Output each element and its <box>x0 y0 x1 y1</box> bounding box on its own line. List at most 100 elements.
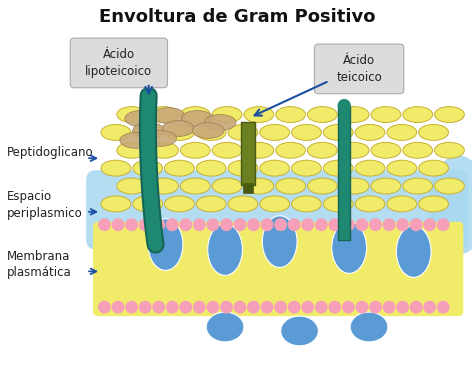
Circle shape <box>179 218 192 231</box>
Ellipse shape <box>196 160 226 176</box>
Bar <box>241 122 255 185</box>
Ellipse shape <box>339 142 369 158</box>
Ellipse shape <box>163 120 194 136</box>
Ellipse shape <box>419 125 448 140</box>
Text: Membrana
plasmática: Membrana plasmática <box>7 250 72 279</box>
Ellipse shape <box>181 107 210 122</box>
Ellipse shape <box>355 196 385 212</box>
Bar <box>338 106 350 240</box>
Circle shape <box>369 218 382 231</box>
Circle shape <box>152 301 165 314</box>
Text: Ácido
teicoico: Ácido teicoico <box>336 54 382 84</box>
Circle shape <box>288 218 301 231</box>
Ellipse shape <box>212 178 242 194</box>
Ellipse shape <box>276 142 306 158</box>
Circle shape <box>220 218 233 231</box>
Ellipse shape <box>355 125 385 140</box>
Circle shape <box>383 301 395 314</box>
Ellipse shape <box>403 142 433 158</box>
Circle shape <box>328 218 341 231</box>
Ellipse shape <box>260 196 290 212</box>
Ellipse shape <box>339 107 369 122</box>
Circle shape <box>193 218 206 231</box>
Circle shape <box>342 301 355 314</box>
Ellipse shape <box>323 196 353 212</box>
Circle shape <box>342 218 355 231</box>
Ellipse shape <box>244 107 273 122</box>
Ellipse shape <box>149 142 178 158</box>
Ellipse shape <box>332 222 366 273</box>
Circle shape <box>234 218 246 231</box>
Circle shape <box>166 301 179 314</box>
Text: Peptidoglicano: Peptidoglicano <box>7 146 93 159</box>
Bar <box>243 183 253 193</box>
Ellipse shape <box>101 160 131 176</box>
Circle shape <box>437 301 450 314</box>
Ellipse shape <box>206 312 244 342</box>
Circle shape <box>234 301 246 314</box>
Ellipse shape <box>403 178 433 194</box>
Ellipse shape <box>125 111 156 127</box>
Ellipse shape <box>387 125 417 140</box>
Ellipse shape <box>276 107 306 122</box>
Ellipse shape <box>435 142 465 158</box>
Ellipse shape <box>435 178 465 194</box>
Ellipse shape <box>292 160 321 176</box>
Circle shape <box>139 301 152 314</box>
Ellipse shape <box>196 125 226 140</box>
Ellipse shape <box>181 178 210 194</box>
Ellipse shape <box>212 142 242 158</box>
Ellipse shape <box>133 122 164 138</box>
Ellipse shape <box>244 178 273 194</box>
Ellipse shape <box>117 178 146 194</box>
Ellipse shape <box>262 216 297 268</box>
Circle shape <box>410 218 423 231</box>
Ellipse shape <box>148 219 183 271</box>
Circle shape <box>111 301 125 314</box>
Circle shape <box>437 218 450 231</box>
Ellipse shape <box>117 107 146 122</box>
Ellipse shape <box>276 178 306 194</box>
Circle shape <box>247 301 260 314</box>
FancyBboxPatch shape <box>86 170 468 250</box>
Circle shape <box>356 301 368 314</box>
Circle shape <box>383 218 395 231</box>
Circle shape <box>315 218 328 231</box>
Circle shape <box>301 218 314 231</box>
Ellipse shape <box>192 122 224 138</box>
Ellipse shape <box>164 196 194 212</box>
Ellipse shape <box>208 224 243 276</box>
Circle shape <box>166 218 179 231</box>
Ellipse shape <box>228 196 258 212</box>
Ellipse shape <box>133 160 163 176</box>
Ellipse shape <box>419 160 448 176</box>
Ellipse shape <box>149 107 178 122</box>
Circle shape <box>301 301 314 314</box>
Ellipse shape <box>133 196 163 212</box>
Ellipse shape <box>323 125 353 140</box>
Circle shape <box>125 218 138 231</box>
Ellipse shape <box>228 125 258 140</box>
Circle shape <box>410 301 423 314</box>
Ellipse shape <box>260 160 290 176</box>
Circle shape <box>111 218 125 231</box>
Circle shape <box>396 301 409 314</box>
Circle shape <box>274 301 287 314</box>
Circle shape <box>193 301 206 314</box>
Ellipse shape <box>101 125 131 140</box>
Ellipse shape <box>371 142 401 158</box>
Ellipse shape <box>350 312 388 342</box>
Circle shape <box>396 218 409 231</box>
Ellipse shape <box>228 160 258 176</box>
Circle shape <box>206 301 219 314</box>
Ellipse shape <box>133 125 163 140</box>
Circle shape <box>220 301 233 314</box>
FancyBboxPatch shape <box>314 44 404 94</box>
Ellipse shape <box>182 111 213 127</box>
Ellipse shape <box>435 107 465 122</box>
Circle shape <box>356 218 368 231</box>
Ellipse shape <box>355 160 385 176</box>
Circle shape <box>315 301 328 314</box>
Ellipse shape <box>428 155 474 255</box>
FancyBboxPatch shape <box>93 222 463 316</box>
